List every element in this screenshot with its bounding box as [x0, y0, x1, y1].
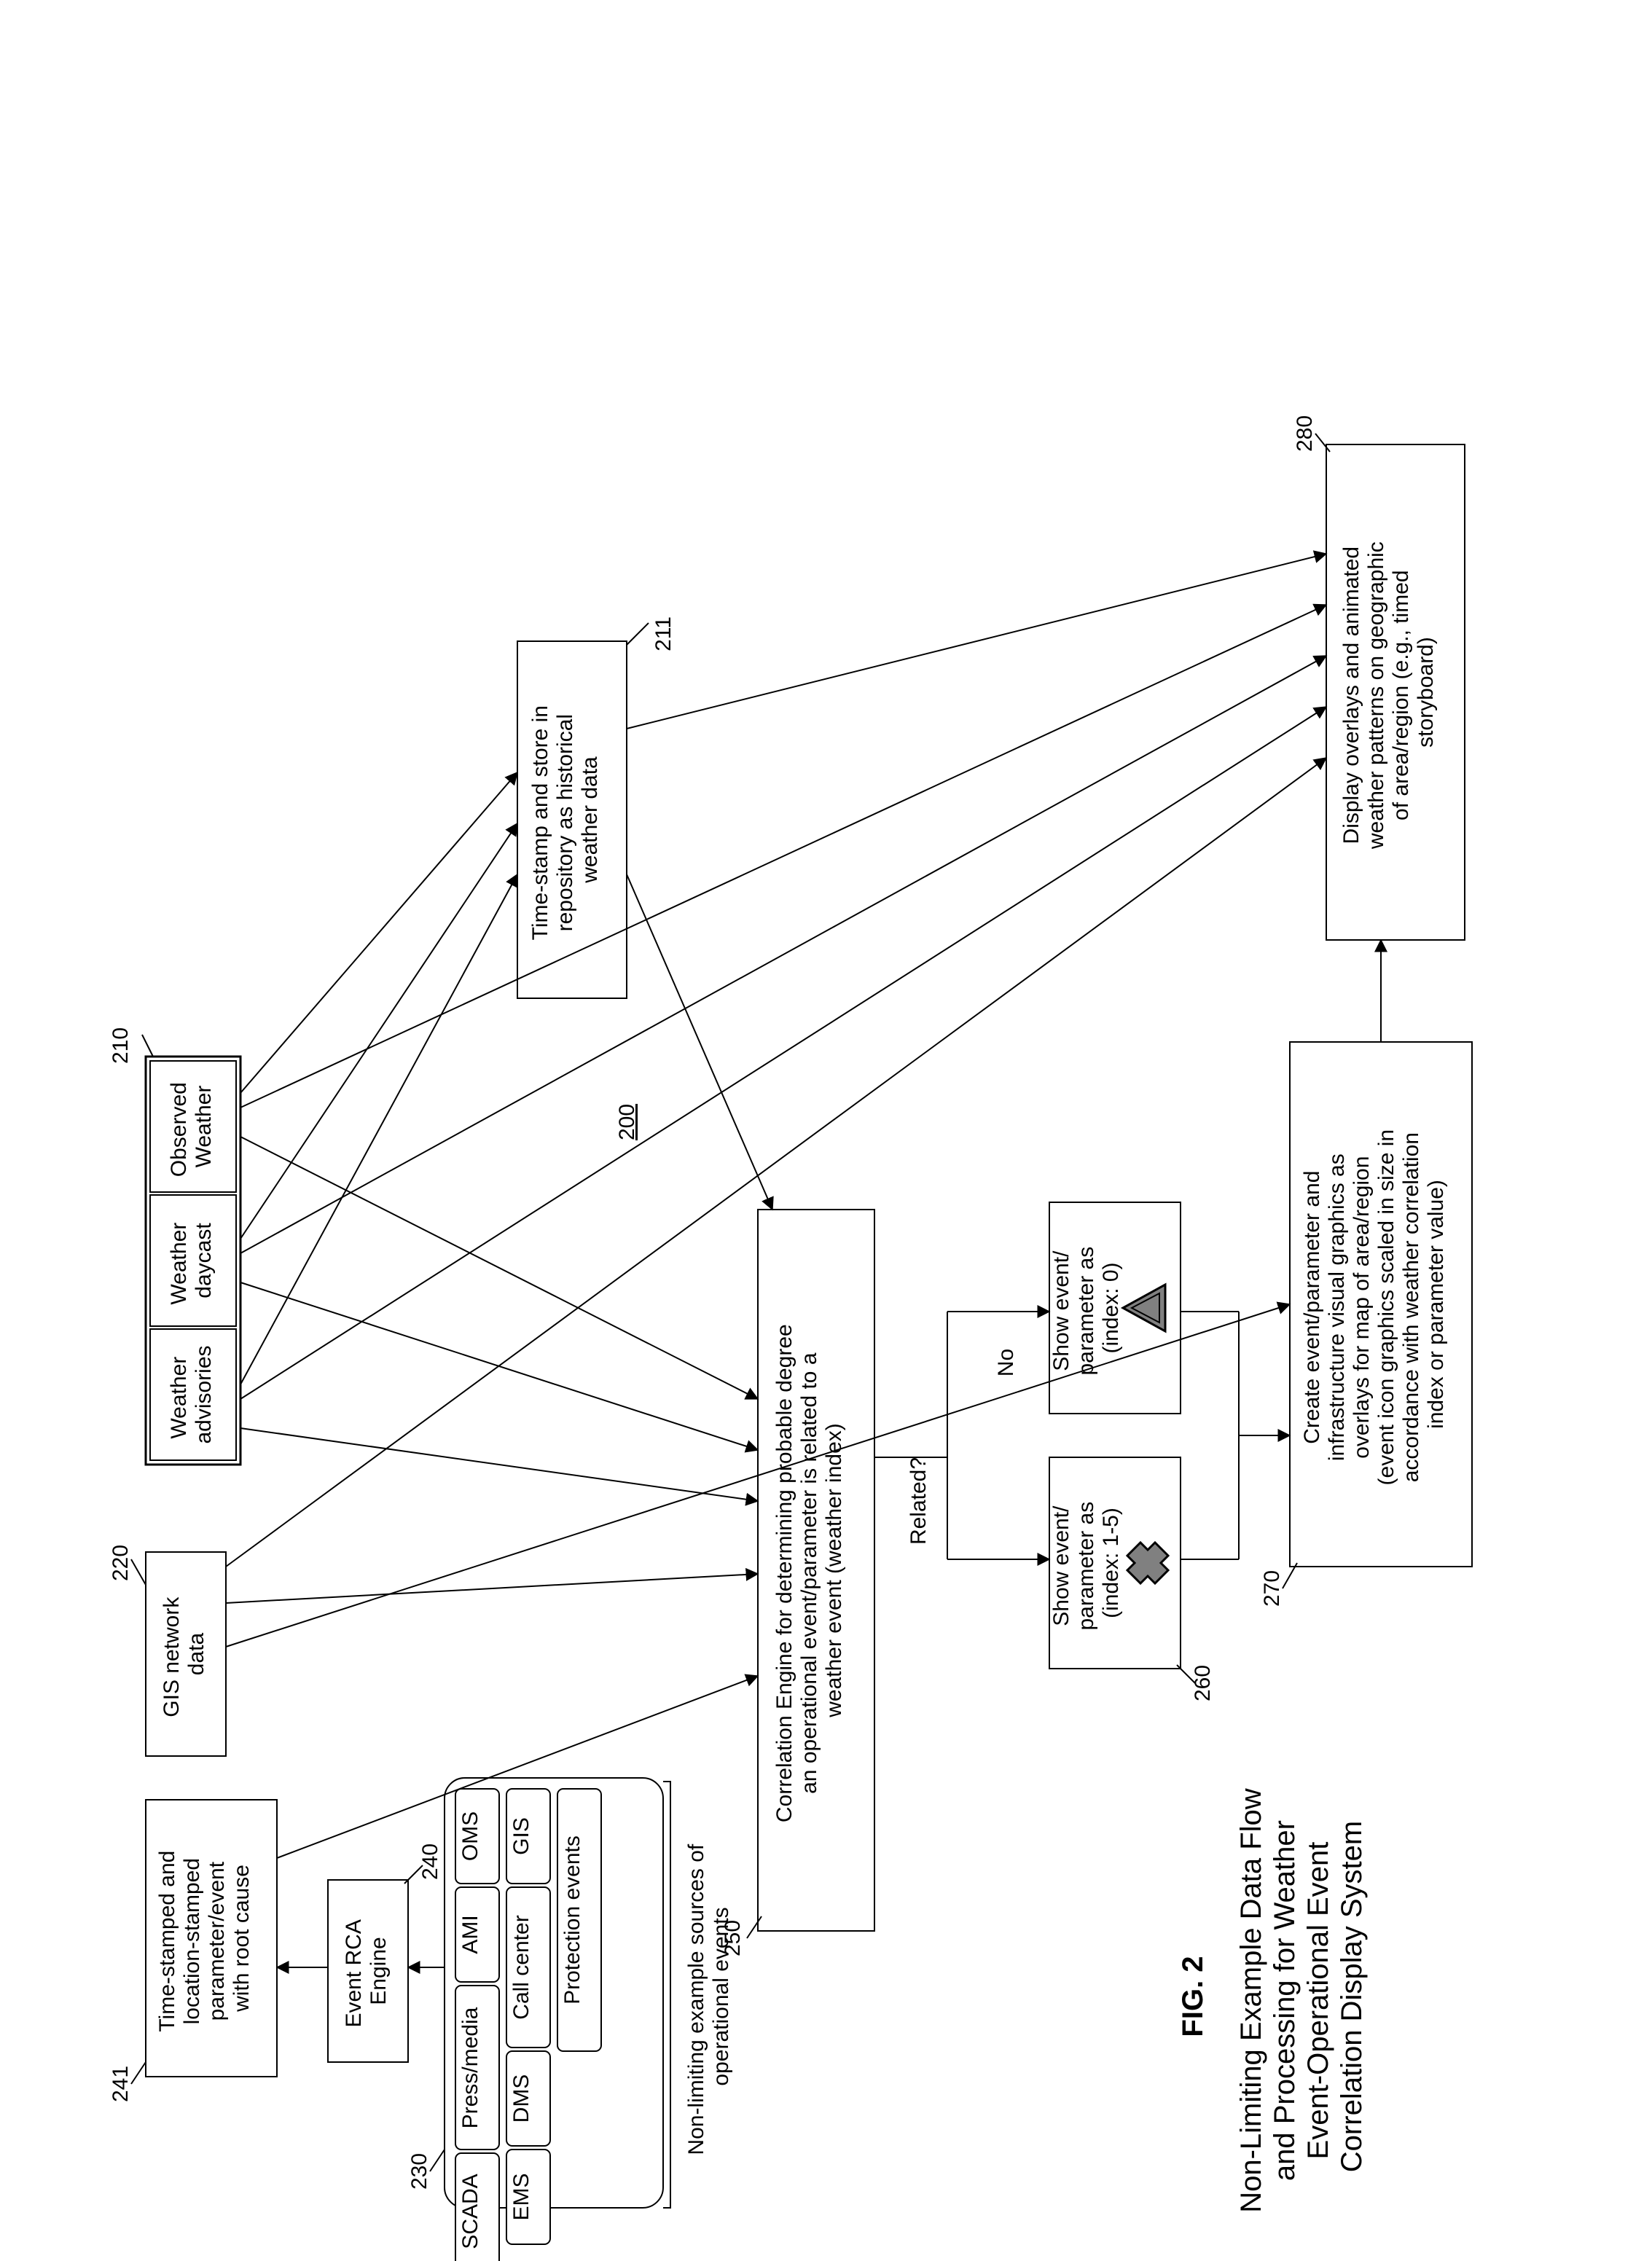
svg-text:Call center: Call center [509, 1915, 533, 2019]
ref-270: 270 [1260, 1570, 1284, 1607]
svg-text:DMS: DMS [509, 2074, 533, 2123]
weather-observed-1: Observed [167, 1082, 191, 1177]
ref-280: 280 [1293, 415, 1317, 452]
svg-text:AMI: AMI [458, 1915, 482, 1954]
display-box: Display overlays and animated weather pa… [1293, 415, 1465, 940]
rca-box: Event RCA Engine 240 [328, 1843, 442, 2062]
svg-text:SCADA: SCADA [458, 2174, 482, 2249]
svg-text:Weather daycast: Weather daycast [167, 1216, 216, 1304]
weather-observed-2: Weather [192, 1086, 216, 1168]
weather-adv-1: Weather [167, 1357, 191, 1439]
correlation-box: Correlation Engine for determining proba… [721, 1210, 874, 1956]
svg-text:Time-stamped and location-: Time-stamped and location-stamped parame… [155, 1844, 254, 2031]
x-icon [1127, 1543, 1168, 1583]
gis-box: GIS network data 220 [109, 1545, 226, 1756]
ref-210: 210 [109, 1027, 133, 1064]
svg-text:FIG. 2: FIG. 2 [1177, 1956, 1209, 2037]
create-box: Create event/parameter and infrastructur… [1260, 1042, 1472, 1607]
show-index15-box: Show event/ parameter as (index: 1-5) 26… [1049, 1457, 1215, 1701]
ref-241: 241 [109, 2066, 133, 2102]
timestamp-store: Time-stamp and store in repository as hi… [517, 616, 676, 998]
weather-daycast-1: Weather [167, 1223, 191, 1305]
show-index0-box: Show event/ parameter as (index: 0) [1049, 1202, 1181, 1414]
svg-text:Observed Weather: Observed Weather [167, 1076, 216, 1177]
branch-no: No [994, 1349, 1018, 1376]
svg-text:Press/media: Press/media [458, 2007, 482, 2128]
sources-group: OMS AMI Press/media SCADA GIS Call cente… [407, 1778, 733, 2261]
ref-211: 211 [651, 616, 676, 651]
ref-200: 200 [615, 1104, 639, 1140]
ref-250: 250 [721, 1920, 745, 1956]
param-event-box: Time-stamped and location-stamped parame… [109, 1800, 277, 2102]
ref-230: 230 [407, 2153, 431, 2190]
weather-stack: Observed Weather Weather daycast Weather… [109, 1027, 240, 1465]
svg-text:Weather advisories: Weather advisories [167, 1345, 216, 1443]
ref-220: 220 [109, 1545, 133, 1581]
svg-text:EMS: EMS [509, 2173, 533, 2220]
svg-text:GIS: GIS [509, 1817, 533, 1855]
svg-text:Non-limiting example sources o: Non-limiting example sources of operatio… [684, 1838, 733, 2155]
svg-text:Show event/ parameter as: Show event/ parameter as (index: 1-5) [1049, 1495, 1123, 1630]
ref-240: 240 [418, 1843, 442, 1880]
svg-text:OMS: OMS [458, 1811, 482, 1861]
weather-adv-2: advisories [192, 1345, 216, 1443]
related-label: Related? [907, 1457, 931, 1545]
svg-text:Non-Limiting Example Data Flow: Non-Limiting Example Data Flow and Proce… [1235, 1780, 1368, 2213]
svg-text:Protection events: Protection events [560, 1835, 584, 2005]
figure-caption: FIG. 2 Non-Limiting Example Data Flow an… [1177, 1780, 1368, 2213]
weather-daycast-2: daycast [192, 1223, 216, 1298]
